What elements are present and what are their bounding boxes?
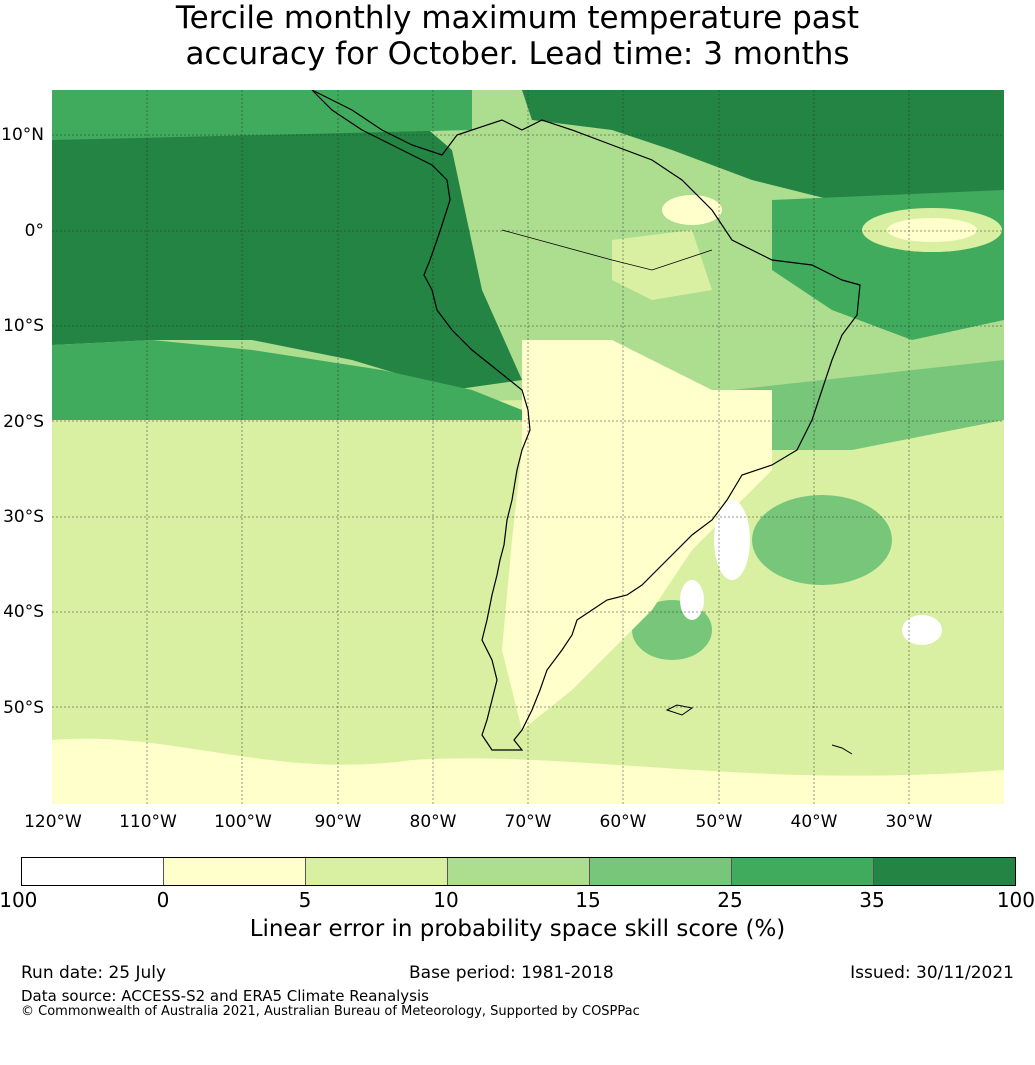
lon-label-100w: 100°W: [214, 812, 272, 832]
lon-label-50w: 50°W: [695, 812, 743, 832]
colorbar-segment: [590, 858, 732, 885]
map-title-line-2: accuracy for October. Lead time: 3 month…: [185, 36, 850, 72]
lat-label-50s: 50°S: [3, 698, 44, 718]
skill-map-canvas: [52, 90, 1004, 804]
colorbar: [21, 857, 1016, 886]
lon-label-70w: 70°W: [504, 812, 552, 832]
map-title-line-1: Tercile monthly maximum temperature past: [175, 0, 860, 36]
lat-label-0: 0°: [24, 221, 44, 241]
data-source: Data source: ACCESS-S2 and ERA5 Climate …: [21, 987, 429, 1005]
colorbar-tick: 35: [859, 888, 885, 912]
lon-label-90w: 90°W: [314, 812, 362, 832]
south-america-coastline: [311, 90, 861, 751]
colorbar-segment: [874, 858, 1015, 885]
issued-date: Issued: 30/11/2021: [850, 963, 1014, 983]
lon-label-120w: 120°W: [24, 812, 82, 832]
colorbar-label: Linear error in probability space skill …: [249, 916, 786, 942]
base-period: Base period: 1981-2018: [409, 963, 614, 983]
lat-label-30s: 30°S: [3, 507, 44, 527]
colorbar-tick: 15: [575, 888, 601, 912]
lat-label-10n: 10°N: [1, 125, 44, 145]
colorbar-tick: 25: [717, 888, 743, 912]
colorbar-tick: -100: [0, 888, 38, 912]
colorbar-segment: [306, 858, 448, 885]
copyright: © Commonwealth of Australia 2021, Austra…: [21, 1004, 640, 1019]
colorbar-tick: 5: [298, 888, 312, 912]
lon-label-30w: 30°W: [885, 812, 933, 832]
colorbar-segment: [448, 858, 590, 885]
lon-label-60w: 60°W: [599, 812, 647, 832]
skill-map: [52, 90, 1004, 804]
lon-label-40w: 40°W: [790, 812, 838, 832]
run-date: Run date: 25 July: [21, 963, 167, 983]
colorbar-segment: [22, 858, 164, 885]
colorbar-segment: [164, 858, 306, 885]
lat-label-10s: 10°S: [3, 316, 44, 336]
colorbar-segment: [732, 858, 874, 885]
lon-label-80w: 80°W: [409, 812, 457, 832]
colorbar-tick: 0: [156, 888, 170, 912]
colorbar-tick: 10: [433, 888, 459, 912]
lat-label-40s: 40°S: [3, 602, 44, 622]
lat-label-20s: 20°S: [3, 412, 44, 432]
lon-label-110w: 110°W: [119, 812, 177, 832]
colorbar-tick: 100: [996, 888, 1035, 912]
